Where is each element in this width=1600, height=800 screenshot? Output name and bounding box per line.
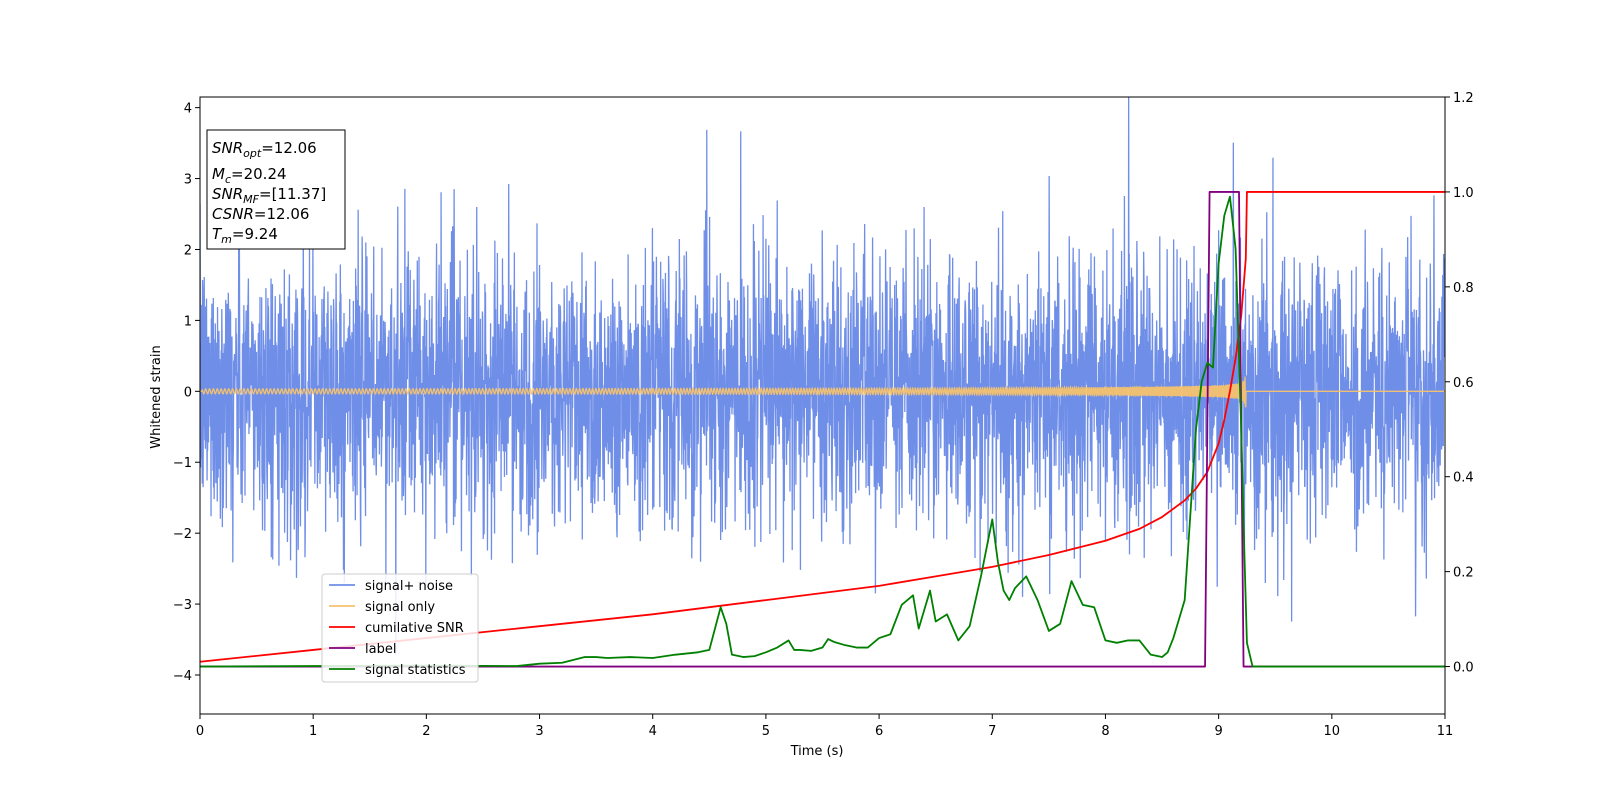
- info-line: SNRMF=[11.37]: [212, 185, 326, 206]
- x-tick-label: 0: [196, 724, 204, 739]
- legend-label: signal statistics: [365, 663, 466, 678]
- axes: 0 1 2 3 4 5 6 7 8 9 10 11 −4 −3 −2 −1 0 1 2 3 4 0.0 0.2 0.4 0.6 0…: [173, 91, 1474, 739]
- y2-tick-label: 0.6: [1453, 376, 1474, 391]
- y2-tick-label: 1.2: [1453, 91, 1474, 106]
- y-tick-label: 3: [184, 173, 192, 188]
- x-tick-label: 3: [535, 724, 543, 739]
- y-tick-label: −4: [173, 669, 192, 684]
- y-tick-label: 0: [184, 385, 192, 400]
- legend-label: cumilative SNR: [365, 621, 464, 636]
- x-tick-label: 9: [1214, 724, 1222, 739]
- y-tick-label: 4: [184, 102, 192, 117]
- series-signal-noise: [200, 97, 1445, 655]
- x-tick-label: 11: [1437, 724, 1454, 739]
- x-tick-label: 8: [1101, 724, 1109, 739]
- y2-tick-label: 1.0: [1453, 186, 1474, 201]
- info-box: SNRopt=12.06 Mc=20.24SNRMF=[11.37]CSNR=12…: [206, 129, 346, 250]
- x-tick-label: 4: [649, 724, 657, 739]
- info-box-frame: [206, 129, 346, 250]
- y-tick-label: −3: [173, 598, 192, 613]
- info-line: SNRopt=12.06: [212, 139, 317, 160]
- x-tick-label: 1: [309, 724, 317, 739]
- legend: signal+ noise signal only cumilative SNR la…: [321, 573, 479, 683]
- legend-label: signal+ noise: [365, 579, 453, 594]
- y2-tick-label: 0.0: [1453, 661, 1474, 676]
- x-axis-label: Time (s): [790, 744, 844, 759]
- y-tick-label: 2: [184, 243, 192, 258]
- legend-label: label: [365, 642, 396, 657]
- info-line: CSNR=12.06: [212, 205, 309, 223]
- x-tick-label: 10: [1324, 724, 1341, 739]
- x-tick-label: 6: [875, 724, 883, 739]
- x-tick-label: 7: [988, 724, 996, 739]
- y2-tick-label: 0.2: [1453, 566, 1474, 581]
- series-signal-statistics: [200, 195, 1445, 668]
- y2-tick-label: 0.8: [1453, 281, 1474, 296]
- y-tick-label: −2: [173, 527, 192, 542]
- series-signal-only: [200, 376, 1445, 408]
- plot-frame: [199, 96, 1446, 715]
- legend-frame: [321, 573, 479, 683]
- y2-tick-label: 0.4: [1453, 471, 1474, 486]
- info-line: Tm=9.24: [212, 225, 278, 246]
- info-line: Mc=20.24: [212, 165, 287, 186]
- x-tick-label: 2: [422, 724, 430, 739]
- y-axis-label: Whitened strain: [149, 345, 164, 448]
- legend-label: signal only: [365, 600, 435, 615]
- y-tick-label: −1: [173, 456, 192, 471]
- series-cumulative-snr: [200, 191, 1445, 663]
- x-tick-label: 5: [762, 724, 770, 739]
- y-tick-label: 1: [184, 314, 192, 329]
